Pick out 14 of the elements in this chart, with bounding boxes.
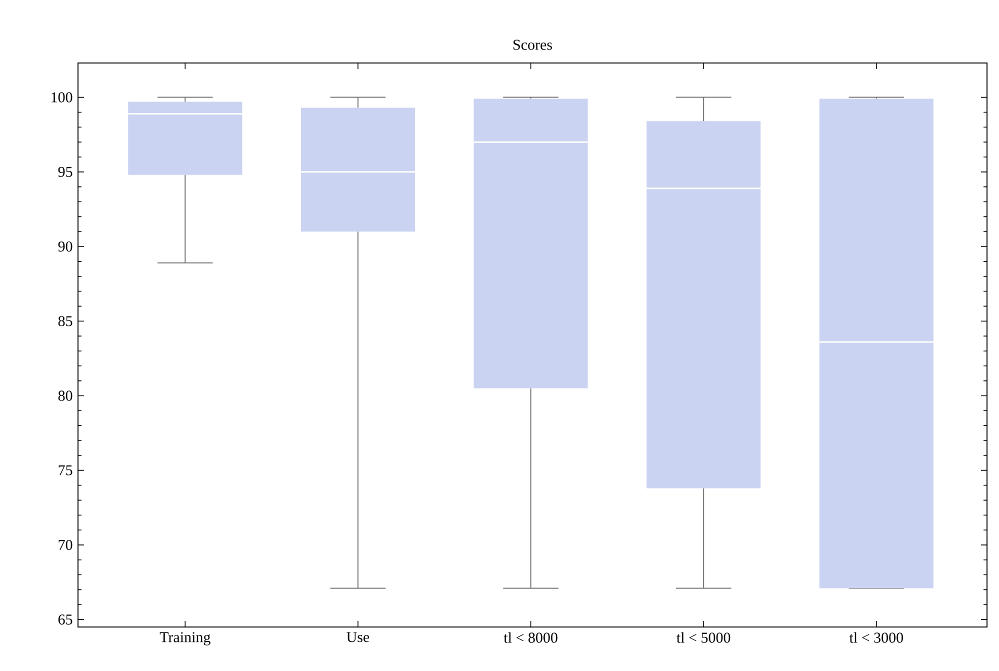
y-tick-label: 90 bbox=[58, 241, 72, 252]
y-tick-label: 65 bbox=[58, 614, 72, 625]
x-tick-label: tl < 5000 bbox=[676, 632, 730, 643]
y-tick-label: 85 bbox=[58, 316, 72, 326]
y-tick-label: 100 bbox=[52, 92, 72, 102]
y-tick-label: 95 bbox=[58, 166, 72, 177]
chart-title: Scores bbox=[514, 40, 552, 50]
x-tick-label: tl < 8000 bbox=[504, 632, 558, 643]
x-tick-label: tl < 3000 bbox=[849, 632, 903, 643]
y-tick-label: 80 bbox=[58, 390, 72, 401]
x-tick-label: Use bbox=[346, 632, 370, 642]
y-tick-label: 70 bbox=[58, 540, 72, 550]
y-tick-label: 75 bbox=[58, 465, 72, 476]
x-tick-label: Training bbox=[160, 632, 210, 646]
